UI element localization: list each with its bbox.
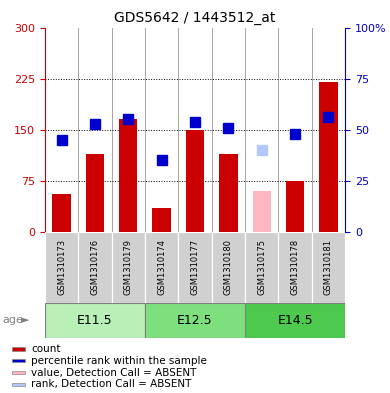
Text: GSM1310174: GSM1310174	[157, 239, 166, 295]
Bar	[12, 347, 25, 351]
Text: GSM1310175: GSM1310175	[257, 239, 266, 295]
Bar	[145, 232, 178, 303]
Text: GSM1310177: GSM1310177	[190, 239, 200, 295]
Bar	[78, 232, 112, 303]
Text: percentile rank within the sample: percentile rank within the sample	[31, 356, 207, 366]
Text: ►: ►	[21, 315, 30, 325]
Bar	[145, 303, 245, 338]
Bar	[312, 232, 345, 303]
Bar	[152, 208, 171, 232]
Bar	[245, 303, 345, 338]
Title: GDS5642 / 1443512_at: GDS5642 / 1443512_at	[114, 11, 276, 25]
Text: age: age	[2, 315, 23, 325]
Text: GSM1310179: GSM1310179	[124, 239, 133, 295]
Text: GSM1310173: GSM1310173	[57, 239, 66, 295]
Bar	[45, 232, 78, 303]
Bar	[286, 181, 304, 232]
Bar	[86, 154, 104, 232]
Bar	[12, 359, 25, 362]
Text: value, Detection Call = ABSENT: value, Detection Call = ABSENT	[31, 367, 196, 378]
Bar	[12, 371, 25, 374]
Bar	[253, 191, 271, 232]
Bar	[212, 232, 245, 303]
Bar	[245, 232, 278, 303]
Bar	[52, 195, 71, 232]
Bar	[45, 303, 145, 338]
Text: GSM1310181: GSM1310181	[324, 239, 333, 295]
Bar	[278, 232, 312, 303]
Bar	[319, 82, 338, 232]
Bar	[219, 154, 238, 232]
Text: count: count	[31, 344, 60, 354]
Bar	[119, 119, 137, 232]
Bar	[178, 232, 212, 303]
Bar	[186, 130, 204, 232]
Text: GSM1310176: GSM1310176	[90, 239, 99, 295]
Text: E14.5: E14.5	[277, 314, 313, 327]
Text: GSM1310178: GSM1310178	[291, 239, 300, 295]
Text: rank, Detection Call = ABSENT: rank, Detection Call = ABSENT	[31, 379, 191, 389]
Text: E11.5: E11.5	[77, 314, 113, 327]
Text: E12.5: E12.5	[177, 314, 213, 327]
Text: GSM1310180: GSM1310180	[224, 239, 233, 295]
Bar	[112, 232, 145, 303]
Bar	[12, 383, 25, 386]
